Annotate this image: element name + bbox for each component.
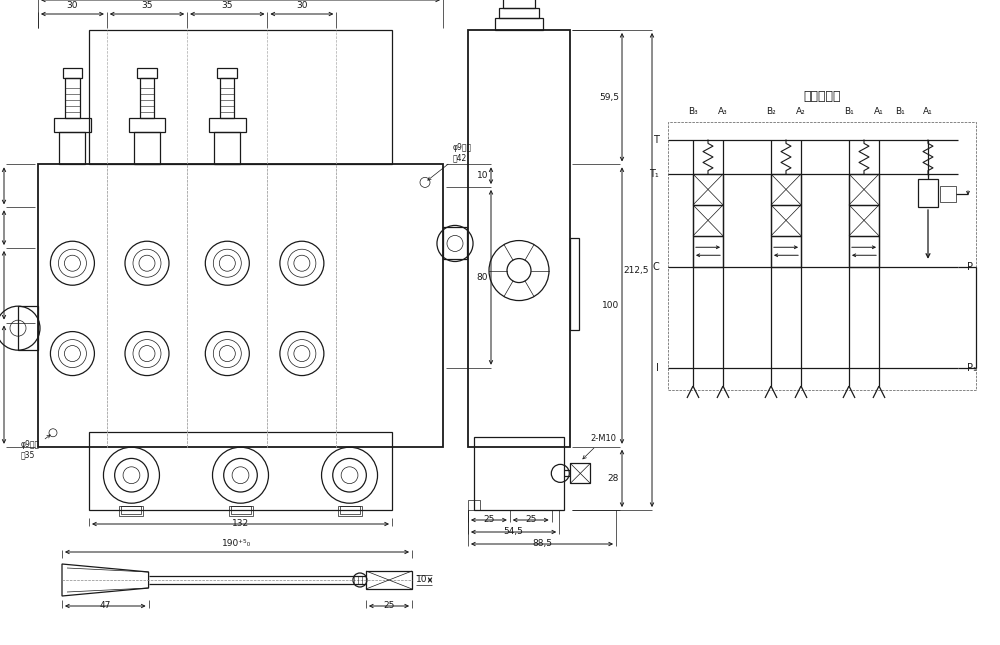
Text: 35: 35 xyxy=(141,1,153,10)
Bar xyxy=(89,30,392,164)
Bar xyxy=(338,506,362,516)
Text: P₁: P₁ xyxy=(967,363,977,373)
Text: 19: 19 xyxy=(0,181,1,190)
Bar xyxy=(54,119,91,132)
Text: φ9通孔
深35: φ9通孔 深35 xyxy=(21,435,50,460)
Text: A₁: A₁ xyxy=(874,108,884,117)
Text: 190⁺⁵₀: 190⁺⁵₀ xyxy=(222,539,252,548)
Text: 液压原理图: 液压原理图 xyxy=(803,90,841,103)
Bar xyxy=(443,228,467,259)
Bar xyxy=(771,205,801,236)
Text: 212,5: 212,5 xyxy=(624,266,649,275)
Bar xyxy=(340,506,360,514)
Text: 80: 80 xyxy=(477,273,488,282)
Bar xyxy=(59,132,85,164)
Bar xyxy=(668,122,976,390)
Text: T₁: T₁ xyxy=(649,169,659,179)
Bar xyxy=(228,506,252,516)
Bar xyxy=(495,18,543,30)
Text: B₂: B₂ xyxy=(766,108,776,117)
Bar xyxy=(63,68,82,79)
Text: 25: 25 xyxy=(525,515,536,524)
Bar xyxy=(940,186,956,202)
Text: 33: 33 xyxy=(0,281,1,290)
Bar xyxy=(849,236,879,267)
Text: 28: 28 xyxy=(608,474,619,483)
Bar xyxy=(121,506,141,514)
Text: A₂: A₂ xyxy=(796,108,806,117)
Text: P: P xyxy=(967,262,973,272)
Bar xyxy=(693,236,723,267)
Text: C: C xyxy=(652,262,659,272)
Text: 132: 132 xyxy=(232,519,249,528)
Text: 18: 18 xyxy=(0,223,1,232)
Text: 30: 30 xyxy=(296,1,308,10)
Text: 88,5: 88,5 xyxy=(532,539,552,548)
Bar xyxy=(499,8,539,18)
Bar xyxy=(771,174,801,205)
Bar xyxy=(134,132,160,164)
Text: 13,5: 13,5 xyxy=(0,380,1,389)
Text: B₁: B₁ xyxy=(844,108,854,117)
Bar xyxy=(18,306,38,350)
Text: 100: 100 xyxy=(602,301,619,310)
Bar xyxy=(38,164,443,447)
Text: φ9通孔
深42: φ9通孔 深42 xyxy=(428,143,472,180)
Bar xyxy=(230,506,250,514)
Bar xyxy=(140,79,154,119)
Bar xyxy=(468,30,570,447)
Text: B₃: B₃ xyxy=(688,108,698,117)
Text: T: T xyxy=(653,135,659,145)
Text: 10: 10 xyxy=(416,575,427,584)
Bar xyxy=(849,205,879,236)
Text: 2-M10: 2-M10 xyxy=(583,434,616,459)
Bar xyxy=(65,79,80,119)
Bar xyxy=(849,174,879,205)
Bar xyxy=(474,437,564,510)
Bar xyxy=(119,506,143,516)
Text: 25: 25 xyxy=(483,515,495,524)
Bar xyxy=(209,119,246,132)
Bar xyxy=(89,432,392,510)
Bar xyxy=(771,236,801,267)
Bar xyxy=(693,174,723,205)
Text: B₁: B₁ xyxy=(895,108,905,117)
Text: 59,5: 59,5 xyxy=(599,93,619,102)
Text: 10: 10 xyxy=(477,171,488,180)
Bar xyxy=(918,179,938,207)
Bar xyxy=(468,500,480,510)
Text: 25: 25 xyxy=(383,601,395,610)
Text: I: I xyxy=(656,363,659,373)
Bar xyxy=(220,79,234,119)
Bar xyxy=(137,68,157,79)
Text: 47: 47 xyxy=(100,601,111,610)
Text: 30: 30 xyxy=(67,1,78,10)
Bar xyxy=(503,0,535,8)
Bar xyxy=(693,205,723,236)
Bar xyxy=(214,132,240,164)
Bar xyxy=(129,119,165,132)
Text: A₁: A₁ xyxy=(923,108,933,117)
Bar xyxy=(570,463,590,483)
Text: A₃: A₃ xyxy=(718,108,728,117)
Bar xyxy=(570,239,579,330)
Text: 35: 35 xyxy=(222,1,233,10)
Text: 54,5: 54,5 xyxy=(504,527,524,536)
Bar xyxy=(366,571,412,589)
Bar xyxy=(217,68,237,79)
